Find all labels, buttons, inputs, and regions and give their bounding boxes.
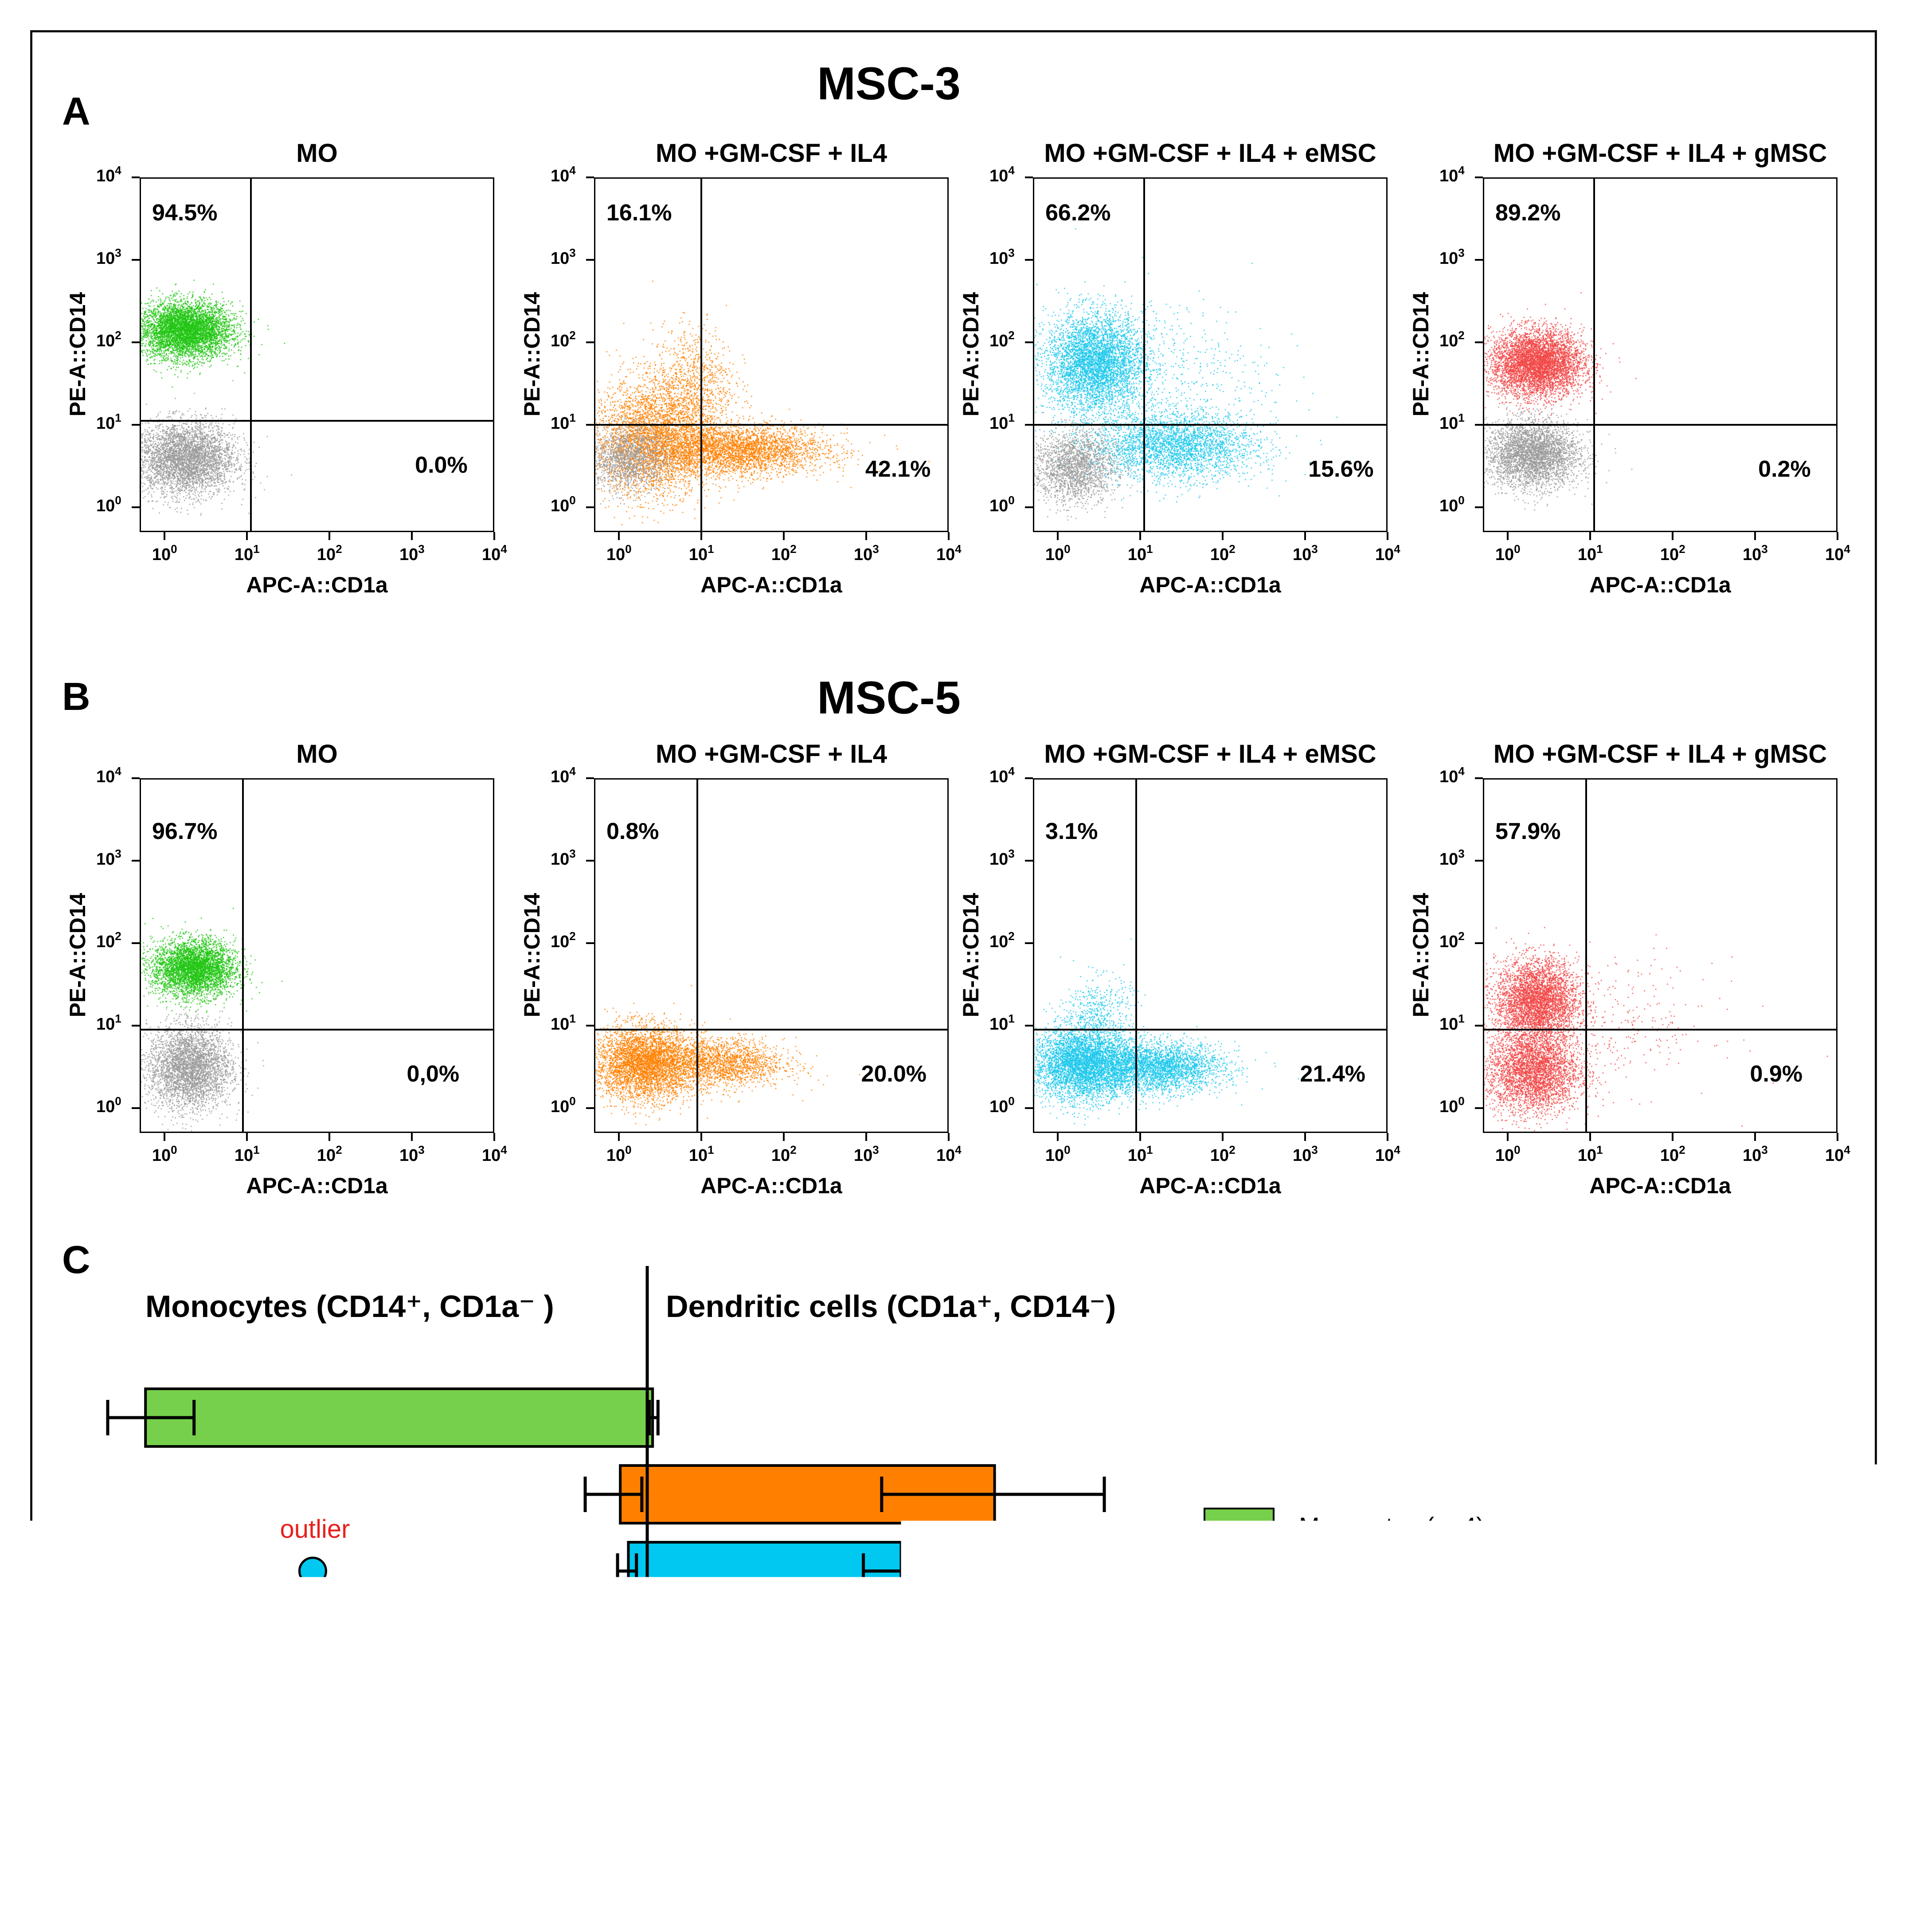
x-tick-label: 10 [739,1769,770,1800]
x-tick-label: 40 [1062,1769,1093,1800]
x-tick-label: 20 [524,1769,555,1800]
outlier-point [299,1558,326,1584]
x-tick-label: 80 [200,1769,231,1800]
x-axis-label: % [622,1819,673,1884]
x-tick-label: 60 [308,1769,339,1800]
x-tick-label: 30 [954,1769,985,1800]
legend-swatch [1204,1508,1275,1544]
legend-swatch [1204,1559,1275,1595]
legend-swatch [1204,1659,1275,1696]
x-tick-label: 0 [640,1769,655,1800]
bar-3 [628,1542,901,1600]
x-tick-label: 50 [1170,1769,1200,1800]
legend-swatch [1204,1609,1275,1645]
outlier-label: outlier [280,1515,350,1544]
bar-chart: outlier 100 80 60 40 20 0 10 20 30 40 50% [0,0,1908,1932]
legend-label: Monocytes + GM-CSF + IL4 + eMSC (n=11) [1299,1615,1783,1640]
x-tick-label: 100 [85,1769,130,1800]
x-tick-label: 20 [847,1769,878,1800]
legend-label: Monocytes + GM-CSF + IL4 + gMSC (n=12) [1299,1666,1785,1690]
legend-label: Monocytes (n=4) [1299,1514,1485,1539]
legend-label: Monocytes + GM-CSF + IL4 (n=4) [1299,1565,1673,1590]
x-tick-label: 40 [416,1769,447,1800]
bar-1 [145,1389,653,1446]
